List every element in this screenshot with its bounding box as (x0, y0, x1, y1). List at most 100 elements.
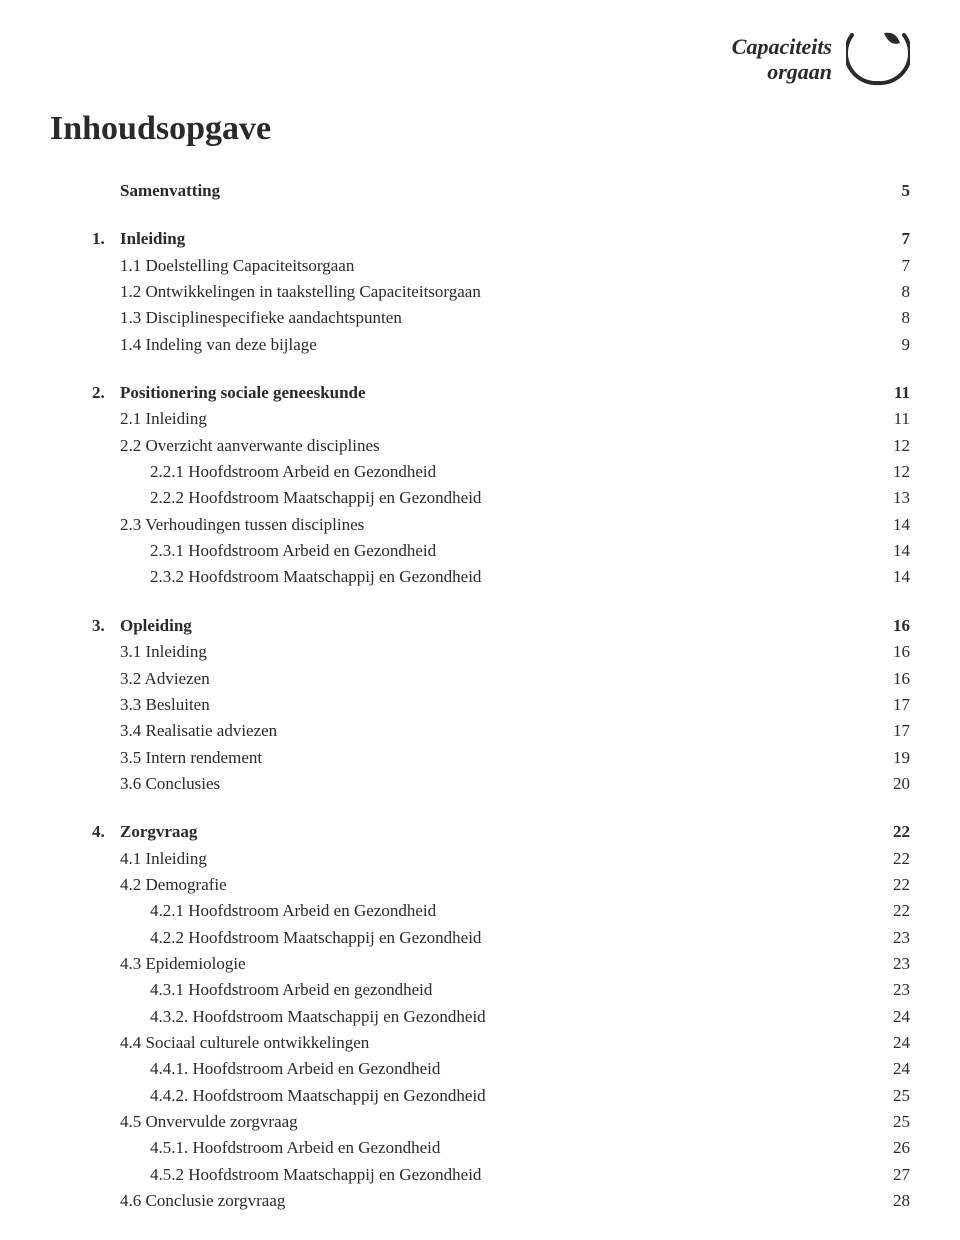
toc-item: 4.1 Inleiding22 (120, 846, 910, 872)
toc-item: 4.3 Epidemiologie23 (120, 951, 910, 977)
toc-section-head: 1.Inleiding7 (120, 226, 910, 252)
logo: Capaciteits orgaan (732, 25, 910, 94)
toc-page: 24 (870, 1030, 910, 1056)
toc-section: 3.Opleiding163.1 Inleiding163.2 Adviezen… (120, 613, 910, 797)
toc-page: 14 (870, 512, 910, 538)
toc-page: 12 (870, 433, 910, 459)
toc-item: 3.4 Realisatie adviezen17 (120, 718, 910, 744)
toc-page: 9 (870, 332, 910, 358)
logo-line1: Capaciteits (732, 34, 832, 59)
toc-label: 4.5 Onvervulde zorgvraag (120, 1109, 870, 1135)
toc-page: 13 (870, 485, 910, 511)
toc-label: 4.3 Epidemiologie (120, 951, 870, 977)
toc-item: 2.3.2 Hoofdstroom Maatschappij en Gezond… (120, 564, 910, 590)
toc-label: 4.5.1. Hoofdstroom Arbeid en Gezondheid (120, 1135, 870, 1161)
toc-label: 1.Inleiding (120, 226, 870, 252)
toc-item: 3.5 Intern rendement19 (120, 745, 910, 771)
toc-page: 17 (870, 718, 910, 744)
toc-page: 5 (870, 178, 910, 204)
toc-samenvatting: Samenvatting 5 (120, 178, 910, 204)
toc-item: 3.6 Conclusies20 (120, 771, 910, 797)
toc-num: 3. (92, 613, 120, 639)
toc-page: 16 (870, 639, 910, 665)
toc-label: Samenvatting (120, 178, 870, 204)
toc-page: 28 (870, 1188, 910, 1214)
toc-label: 4.4 Sociaal culturele ontwikkelingen (120, 1030, 870, 1056)
toc-page: 22 (870, 872, 910, 898)
toc-page: 14 (870, 564, 910, 590)
toc-page: 27 (870, 1162, 910, 1188)
toc-item: 2.3.1 Hoofdstroom Arbeid en Gezondheid14 (120, 538, 910, 564)
toc-item: 1.3 Disciplinespecifieke aandachtspunten… (120, 305, 910, 331)
toc-label: 3.5 Intern rendement (120, 745, 870, 771)
toc-item: 2.1 Inleiding11 (120, 406, 910, 432)
toc-item: 1.1 Doelstelling Capaciteitsorgaan7 (120, 253, 910, 279)
toc-page: 25 (870, 1109, 910, 1135)
toc-label: 2.3 Verhoudingen tussen disciplines (120, 512, 870, 538)
toc-item: 4.3.1 Hoofdstroom Arbeid en gezondheid23 (120, 977, 910, 1003)
toc-label: 4.Zorgvraag (120, 819, 870, 845)
toc-item: 4.5 Onvervulde zorgvraag25 (120, 1109, 910, 1135)
toc-page: 8 (870, 305, 910, 331)
toc-page: 14 (870, 538, 910, 564)
toc-item: 4.3.2. Hoofdstroom Maatschappij en Gezon… (120, 1004, 910, 1030)
toc-label: 3.Opleiding (120, 613, 870, 639)
toc-section: 2.Positionering sociale geneeskunde112.1… (120, 380, 910, 591)
toc-num: 1. (92, 226, 120, 252)
toc-label: 4.6 Conclusie zorgvraag (120, 1188, 870, 1214)
toc-label: 4.4.1. Hoofdstroom Arbeid en Gezondheid (120, 1056, 870, 1082)
toc-label: 4.2 Demografie (120, 872, 870, 898)
toc-label: 3.3 Besluiten (120, 692, 870, 718)
logo-line2: orgaan (767, 59, 832, 84)
page-title: Inhoudsopgave (50, 110, 900, 148)
logo-text: Capaciteits orgaan (732, 35, 832, 83)
toc-page: 22 (870, 846, 910, 872)
toc-label: 3.6 Conclusies (120, 771, 870, 797)
toc-page: 24 (870, 1004, 910, 1030)
toc-label: 3.2 Adviezen (120, 666, 870, 692)
toc-page: 22 (870, 819, 910, 845)
toc-label: 1.3 Disciplinespecifieke aandachtspunten (120, 305, 870, 331)
toc-item: 4.2.1 Hoofdstroom Arbeid en Gezondheid22 (120, 898, 910, 924)
toc-item: 2.3 Verhoudingen tussen disciplines14 (120, 512, 910, 538)
toc-page: 26 (870, 1135, 910, 1161)
toc-item: 4.4.2. Hoofdstroom Maatschappij en Gezon… (120, 1083, 910, 1109)
toc-num: 4. (92, 819, 120, 845)
toc-label: 2.3.2 Hoofdstroom Maatschappij en Gezond… (120, 564, 870, 590)
toc-label: 4.3.2. Hoofdstroom Maatschappij en Gezon… (120, 1004, 870, 1030)
toc-page: 12 (870, 459, 910, 485)
toc-page: 16 (870, 666, 910, 692)
toc-page: 25 (870, 1083, 910, 1109)
toc-item: 3.1 Inleiding16 (120, 639, 910, 665)
toc-label: 2.2 Overzicht aanverwante disciplines (120, 433, 870, 459)
toc-label: 4.2.1 Hoofdstroom Arbeid en Gezondheid (120, 898, 870, 924)
toc-item: 4.5.2 Hoofdstroom Maatschappij en Gezond… (120, 1162, 910, 1188)
toc-section-head: 4.Zorgvraag22 (120, 819, 910, 845)
toc-label: 3.4 Realisatie adviezen (120, 718, 870, 744)
toc-page: 7 (870, 253, 910, 279)
toc-section: 1.Inleiding71.1 Doelstelling Capaciteits… (120, 226, 910, 358)
toc-item: 4.2 Demografie22 (120, 872, 910, 898)
toc-label: 2.Positionering sociale geneeskunde (120, 380, 870, 406)
toc-label: 4.2.2 Hoofdstroom Maatschappij en Gezond… (120, 925, 870, 951)
toc-page: 16 (870, 613, 910, 639)
toc-page: 11 (870, 380, 910, 406)
toc-label: 1.2 Ontwikkelingen in taakstelling Capac… (120, 279, 870, 305)
toc-label: 4.1 Inleiding (120, 846, 870, 872)
toc-item: 1.2 Ontwikkelingen in taakstelling Capac… (120, 279, 910, 305)
toc-item: 4.4.1. Hoofdstroom Arbeid en Gezondheid2… (120, 1056, 910, 1082)
toc-item: 3.3 Besluiten17 (120, 692, 910, 718)
toc-page: 19 (870, 745, 910, 771)
toc-item: 3.2 Adviezen16 (120, 666, 910, 692)
toc-item: 4.2.2 Hoofdstroom Maatschappij en Gezond… (120, 925, 910, 951)
toc-item: 2.2 Overzicht aanverwante disciplines12 (120, 433, 910, 459)
toc-page: 22 (870, 898, 910, 924)
toc-page: 11 (870, 406, 910, 432)
toc-section-head: 3.Opleiding16 (120, 613, 910, 639)
toc-page: 23 (870, 925, 910, 951)
toc-label: 2.2.1 Hoofdstroom Arbeid en Gezondheid (120, 459, 870, 485)
toc-section-head: 2.Positionering sociale geneeskunde11 (120, 380, 910, 406)
toc-num: 2. (92, 380, 120, 406)
toc-label: 4.3.1 Hoofdstroom Arbeid en gezondheid (120, 977, 870, 1003)
toc-page: 23 (870, 951, 910, 977)
